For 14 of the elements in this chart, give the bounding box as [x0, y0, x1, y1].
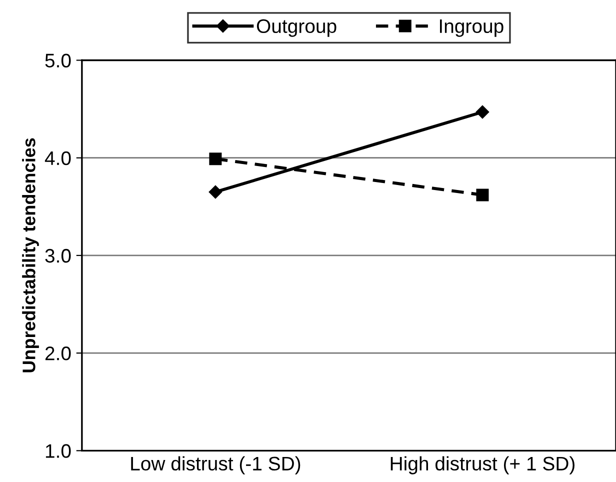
y-tick-label: 4.0 — [44, 151, 71, 166]
point — [476, 188, 489, 202]
y-axis-title: Unpredictability tendencies — [22, 138, 39, 372]
y-tick-label: 3.0 — [45, 248, 71, 263]
x-tick-label: Low distrust (-1 SD) — [131, 456, 300, 474]
point — [209, 152, 222, 166]
y-tick-label: 2.0 — [45, 346, 71, 360]
legend-label: Outgroup — [256, 19, 336, 37]
x-tick-label: High distrust (+ 1 SD) — [390, 456, 574, 474]
y-tick-label: 5.0 — [45, 54, 71, 68]
point — [208, 185, 222, 199]
y-tick-label: 1.0 — [46, 444, 71, 458]
point — [476, 105, 490, 119]
legend-label: Ingroup — [440, 19, 504, 37]
